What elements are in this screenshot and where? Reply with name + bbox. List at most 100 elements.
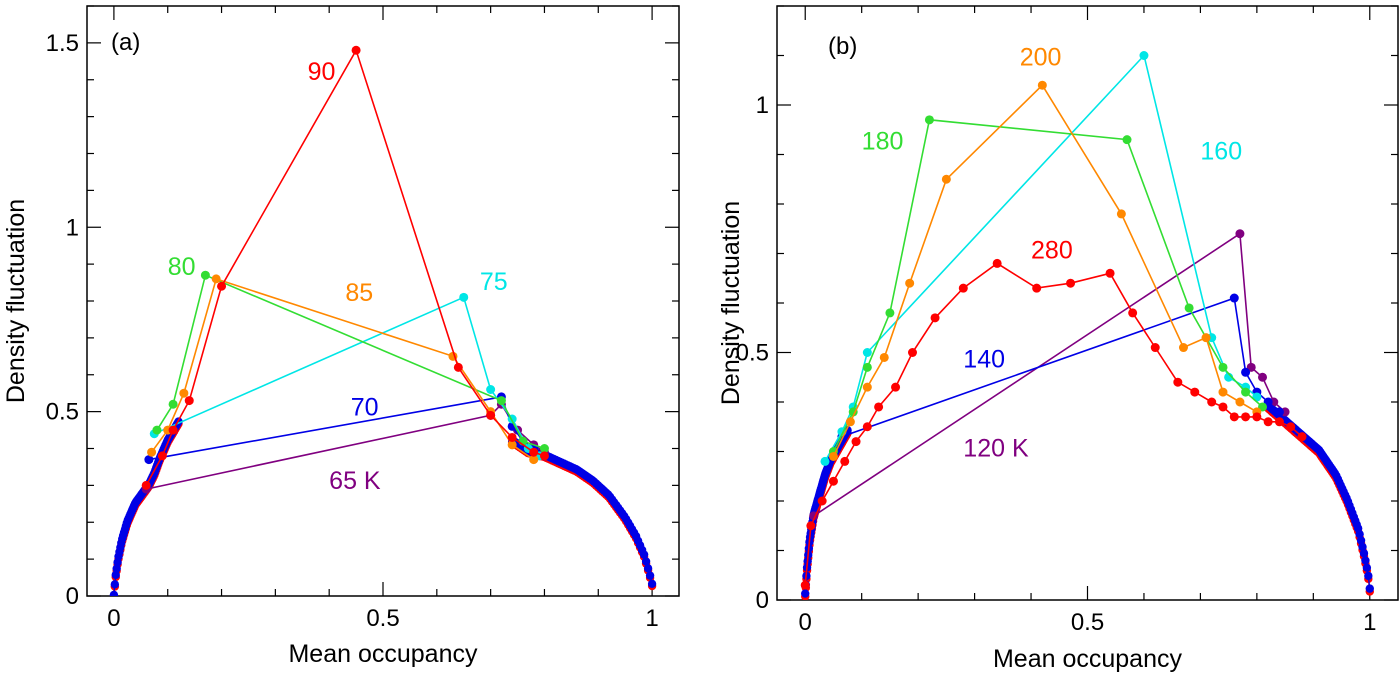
- data-point: [147, 447, 157, 457]
- series-70: [144, 392, 549, 465]
- tail-point: [647, 579, 657, 589]
- data-point: [1297, 432, 1307, 442]
- data-point: [1201, 333, 1211, 343]
- data-point: [1105, 268, 1115, 278]
- data-point: [200, 270, 210, 280]
- y-tick-label: 0: [66, 583, 79, 610]
- data-point: [1252, 412, 1262, 422]
- series-line: [813, 232, 1286, 517]
- x-tick-label: 0: [799, 609, 812, 636]
- panel-a-chart: 0 0.5 1 0 0.5 1 1.5 Mean occupancy Density fluct…: [2, 5, 680, 668]
- data-point: [1229, 412, 1239, 422]
- x-tick-label: 0.5: [1071, 609, 1104, 636]
- data-point: [1116, 209, 1126, 219]
- series-annotation: 65 K: [329, 467, 381, 495]
- series-annotation: 180: [862, 128, 904, 156]
- data-point: [924, 115, 934, 125]
- series-annotation: 280: [1031, 236, 1073, 264]
- x-axis-title: Mean occupancy: [288, 640, 478, 668]
- data-point: [1037, 80, 1047, 90]
- data-point: [930, 313, 940, 323]
- data-point: [1274, 407, 1284, 417]
- y-tick-label: 1: [66, 214, 79, 241]
- data-point: [1218, 387, 1228, 397]
- series-90: [141, 45, 549, 490]
- series-280: [800, 258, 1307, 590]
- x-tick-label: 1: [645, 605, 658, 632]
- data-point: [879, 352, 889, 362]
- series-annotation: 200: [1020, 43, 1062, 71]
- data-point: [862, 422, 872, 432]
- series-annotation: 85: [345, 279, 373, 307]
- data-point: [1190, 387, 1200, 397]
- series-line: [150, 277, 535, 461]
- series-75: [149, 292, 544, 461]
- tail-point: [111, 570, 120, 580]
- data-point: [1066, 278, 1076, 288]
- series-line: [804, 262, 1303, 586]
- data-point: [828, 476, 838, 486]
- data-point: [459, 292, 469, 302]
- y-tick-label: 0: [756, 587, 769, 614]
- data-point: [179, 388, 189, 398]
- tail-point: [1361, 556, 1370, 565]
- series-annotation: 140: [963, 345, 1005, 373]
- data-point: [1173, 377, 1183, 387]
- data-point: [141, 480, 151, 490]
- data-point: [496, 396, 506, 406]
- data-point: [1139, 51, 1149, 60]
- data-point: [958, 283, 968, 293]
- x-tick-label: 0.5: [366, 605, 399, 632]
- data-point: [1122, 135, 1132, 145]
- data-point: [891, 382, 901, 392]
- data-point: [941, 174, 951, 184]
- tail-point: [1359, 549, 1369, 558]
- y-tick-label: 0.5: [736, 340, 769, 367]
- tail-point: [801, 589, 810, 598]
- tail-curve: [1267, 405, 1371, 589]
- data-point: [1218, 402, 1228, 412]
- data-point: [1263, 417, 1273, 427]
- series-annotation: 160: [1200, 137, 1242, 165]
- series-annotation: 70: [351, 393, 379, 421]
- plot-area: [800, 51, 1374, 600]
- x-axis-title: Mean occupancy: [993, 645, 1183, 673]
- data-point: [862, 362, 872, 372]
- data-point: [1258, 372, 1268, 382]
- tail-curve: [1267, 407, 1371, 592]
- tail-point: [641, 557, 651, 566]
- tail-point: [110, 580, 120, 589]
- tail-point: [1355, 529, 1364, 539]
- data-point: [539, 451, 549, 461]
- data-point: [1207, 397, 1217, 407]
- series-80: [152, 270, 549, 453]
- y-tick-label: 1.5: [46, 30, 79, 57]
- data-point: [845, 417, 855, 427]
- data-point: [486, 385, 496, 394]
- y-tick-label: 0.5: [46, 399, 79, 426]
- tail-point: [645, 571, 655, 580]
- data-point: [539, 444, 549, 453]
- series-line: [841, 297, 1280, 438]
- y-tick-label: 1: [756, 92, 769, 119]
- panel-label: (b): [828, 33, 857, 60]
- data-point: [217, 281, 227, 291]
- tail-point: [1364, 571, 1373, 581]
- data-point: [1274, 417, 1284, 427]
- tail-point: [1362, 563, 1372, 572]
- data-point: [529, 455, 539, 465]
- tail-point: [1358, 542, 1367, 552]
- data-point: [820, 456, 830, 466]
- data-point: [851, 437, 861, 447]
- data-point: [828, 451, 838, 461]
- data-point: [453, 362, 463, 372]
- series-annotation: 120 K: [963, 434, 1029, 462]
- data-point: [1128, 308, 1138, 318]
- data-point: [862, 382, 872, 392]
- series-85: [147, 274, 539, 465]
- data-point: [507, 440, 517, 450]
- panel-label: (a): [111, 29, 140, 56]
- data-point: [211, 274, 221, 284]
- data-point: [1150, 343, 1160, 353]
- series-annotation: 80: [168, 253, 196, 281]
